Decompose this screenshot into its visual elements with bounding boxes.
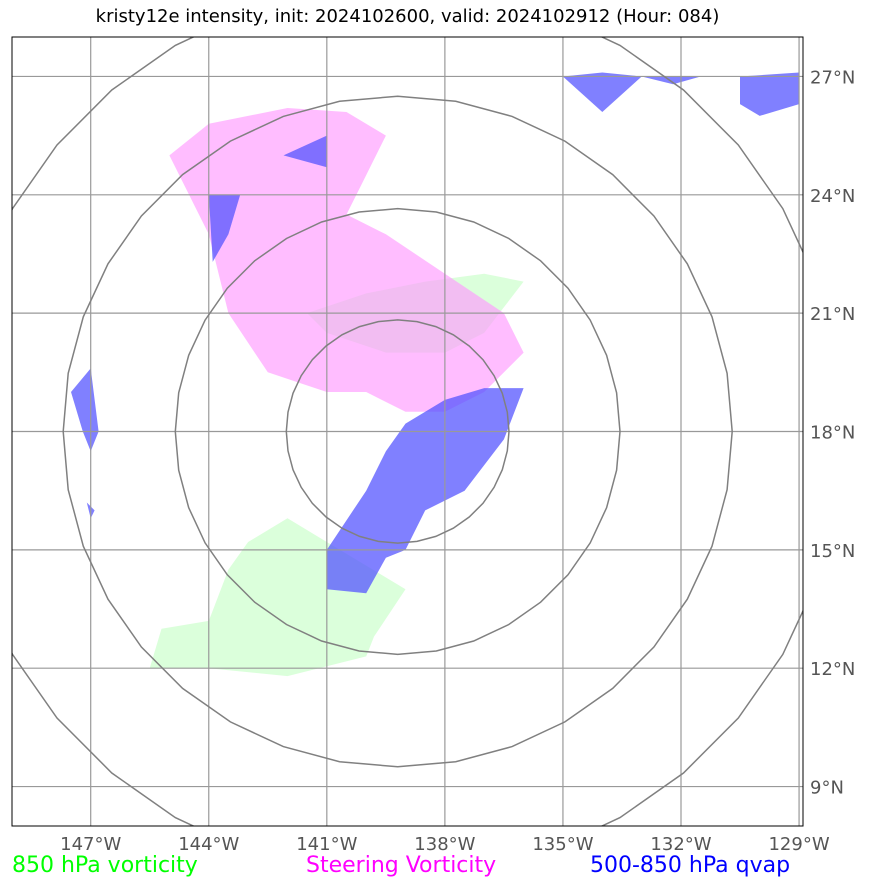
range-ring-2 (62, 95, 733, 768)
layer-2-polygon-7 (740, 72, 800, 116)
latitude-tick-label: 12°N (810, 659, 855, 680)
layer-1 (169, 108, 524, 412)
layer-1-polygon-0 (169, 108, 524, 412)
latitude-tick-label: 21°N (810, 304, 855, 325)
range-rings (12, 37, 803, 826)
map-title: kristy12e intensity, init: 2024102600, v… (95, 6, 720, 27)
layer-2-polygon-3 (71, 368, 99, 452)
longitude-tick-label: 141°W (296, 834, 357, 855)
longitude-tick-label: 147°W (60, 834, 121, 855)
layer-2-polygon-1 (208, 194, 241, 262)
latitude-tick-label: 9°N (810, 778, 844, 799)
map-frame (11, 36, 804, 827)
range-ring-3 (12, 37, 803, 826)
range-ring-0 (285, 319, 510, 544)
legend-850-vorticity: 850 hPa vorticity (12, 853, 198, 878)
layer-2-polygon-5 (562, 72, 642, 112)
range-ring-1 (174, 207, 621, 656)
latitude-tick-labels: 27°N 24°N 21°N 18°N 15°N 12°N 9°N (810, 67, 855, 798)
layer-2-polygon-0 (326, 388, 524, 594)
latitude-tick-label: 24°N (810, 186, 855, 207)
longitude-tick-label: 138°W (414, 834, 475, 855)
longitude-tick-label: 129°W (768, 834, 829, 855)
longitude-tick-labels: 147°W 144°W 141°W 138°W 135°W 132°W 129°W (60, 834, 830, 855)
lat-lon-grid (12, 37, 803, 826)
latitude-tick-label: 15°N (810, 541, 855, 562)
data-layers (71, 72, 800, 677)
legend-steering-vorticity: Steering Vorticity (306, 853, 497, 878)
layer-2-polygon-6 (641, 76, 701, 85)
longitude-tick-label: 135°W (532, 834, 593, 855)
latitude-tick-label: 27°N (810, 67, 855, 88)
layer-2 (71, 72, 800, 594)
longitude-tick-label: 144°W (178, 834, 239, 855)
latitude-tick-label: 18°N (810, 423, 855, 444)
layer-2-polygon-2 (283, 135, 327, 168)
legend-qvap: 500-850 hPa qvap (590, 853, 791, 878)
longitude-tick-label: 132°W (650, 834, 711, 855)
